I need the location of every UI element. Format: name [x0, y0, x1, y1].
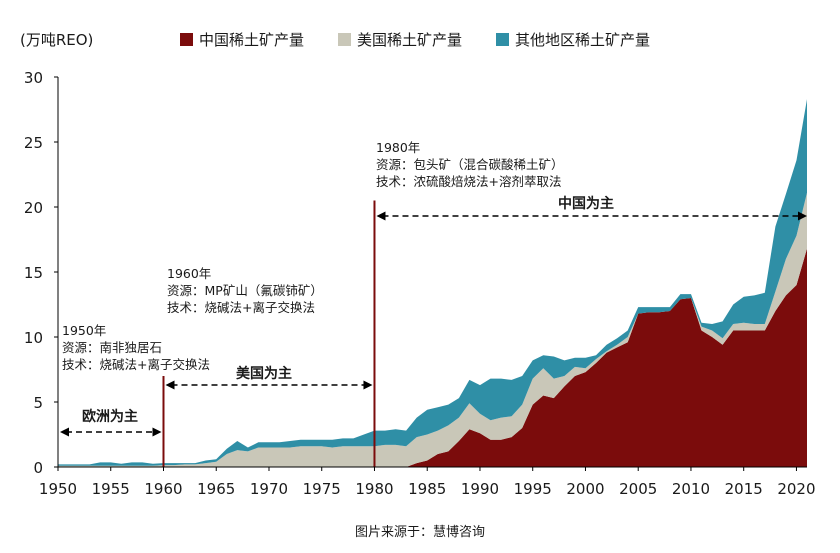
annotation-1980-resource: 资源：包头矿（混合碳酸稀土矿） [376, 157, 564, 172]
x-tick-label: 1985 [408, 480, 446, 498]
era-label-europe: 欧洲为主 [82, 409, 138, 425]
area-china [58, 248, 807, 467]
x-tick-label: 2020 [777, 480, 815, 498]
era-markers [162, 200, 376, 467]
x-tick-label: 2005 [619, 480, 657, 498]
y-tick-label: 25 [24, 134, 43, 152]
era-arrows [60, 211, 807, 437]
x-tick-label: 1980 [355, 480, 393, 498]
annotation-1960: 1960年 资源：MP矿山（氟碳铈矿） 技术：烧碱法+离子交换法 [167, 265, 323, 316]
legend-swatch-china [180, 33, 193, 46]
era-arrow-china-head-right [798, 211, 807, 221]
y-tick-label: 30 [24, 69, 43, 87]
annotation-1960-resource: 资源：MP矿山（氟碳铈矿） [167, 283, 323, 298]
annotation-1960-technique: 技术：烧碱法+离子交换法 [167, 300, 315, 315]
x-tick-label: 2000 [566, 480, 604, 498]
annotation-1960-year: 1960年 [167, 266, 212, 281]
legend-item-other: 其他地区稀土矿产量 [496, 29, 650, 50]
x-tick-label: 1950 [39, 480, 77, 498]
x-tick-label: 2010 [672, 480, 710, 498]
x-tick-label: 1975 [303, 480, 341, 498]
legend-swatch-usa [338, 33, 352, 46]
era-label-china: 中国为主 [558, 196, 614, 212]
y-tick-label: 5 [33, 394, 43, 412]
era-label-usa: 美国为主 [236, 366, 292, 382]
era-arrow-usa [165, 380, 373, 390]
era-arrow-europe-head-right [152, 427, 162, 437]
legend-swatch-other [496, 33, 510, 46]
x-tick-label: 1990 [461, 480, 499, 498]
axes: 0 5 10 15 20 25 30 1950 1955 1960 1965 1970 1975 1980… [24, 69, 816, 498]
y-tick-label: 20 [24, 199, 43, 217]
legend-label-china: 中国稀土矿产量 [199, 31, 305, 49]
legend-label-other: 其他地区稀土矿产量 [515, 31, 651, 49]
x-tick-label: 1970 [250, 480, 288, 498]
source-note: 图片来源于：慧博咨询 [354, 525, 485, 540]
legend: 中国稀土矿产量 美国稀土矿产量 其他地区稀土矿产量 [180, 29, 650, 50]
annotation-1980-year: 1980年 [376, 140, 421, 155]
legend-label-usa: 美国稀土矿产量 [357, 31, 463, 49]
era-arrow-usa-head-left [165, 380, 175, 390]
y-tick-label: 10 [24, 329, 43, 347]
annotation-1950: 1950年 资源：南非独居石 技术：烧碱法+离子交换法 [62, 322, 210, 373]
y-tick-label: 0 [33, 459, 43, 477]
annotation-1950-year: 1950年 [62, 323, 107, 338]
legend-item-usa: 美国稀土矿产量 [338, 29, 462, 50]
era-arrow-europe-head-left [60, 427, 69, 437]
x-tick-label: 1965 [197, 480, 235, 498]
annotation-1950-resource: 资源：南非独居石 [62, 340, 163, 355]
x-tick-label: 2015 [725, 480, 763, 498]
annotation-1950-technique: 技术：烧碱法+离子交换法 [62, 357, 210, 372]
era-arrow-europe [60, 427, 162, 437]
y-tick-label: 15 [24, 264, 43, 282]
y-axis-unit-label: (万吨REO) [20, 31, 94, 49]
era-arrow-usa-head-right [363, 380, 373, 390]
annotation-1980-technique: 技术：浓硫酸焙烧法+溶剂萃取法 [376, 174, 562, 189]
legend-item-china: 中国稀土矿产量 [180, 29, 304, 50]
area-series-group [58, 99, 807, 467]
x-tick-label: 1995 [514, 480, 552, 498]
era-arrow-china [376, 211, 807, 221]
x-tick-label: 1955 [92, 480, 130, 498]
x-tick-label: 1960 [144, 480, 182, 498]
era-arrow-china-head-left [376, 211, 386, 221]
annotation-1980: 1980年 资源：包头矿（混合碳酸稀土矿） 技术：浓硫酸焙烧法+溶剂萃取法 [376, 139, 564, 190]
